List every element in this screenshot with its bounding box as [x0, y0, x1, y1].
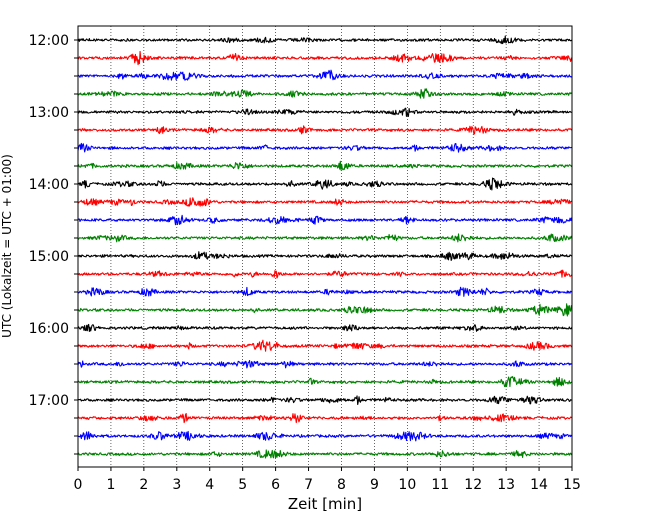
trace-1215: [77, 50, 573, 66]
plot-frame: [77, 25, 573, 468]
trace-1600: [77, 323, 573, 332]
trace-1315: [77, 125, 573, 135]
trace-1300: [77, 107, 573, 117]
y-tick-label: 17:00: [29, 393, 69, 409]
y-tick-label: 12:00: [29, 33, 69, 49]
x-tick-label: 1: [106, 477, 115, 493]
x-tick-label: 14: [530, 477, 548, 493]
x-tick-label: 3: [172, 477, 181, 493]
trace-1415: [77, 197, 573, 207]
trace-1515: [77, 269, 573, 279]
x-tick-label: 8: [337, 477, 346, 493]
y-tick-label: 15:00: [29, 249, 69, 265]
x-tick-label: 7: [304, 477, 313, 493]
trace-1430: [77, 214, 573, 226]
x-axis-ticks: 0 1 2 3 4 5 6 7 8 9 10 11 12 13 14 15: [74, 467, 581, 493]
x-tick-label: 4: [205, 477, 214, 493]
trace-1245: [77, 88, 573, 99]
x-tick-label: 0: [74, 477, 83, 493]
x-tick-label: 2: [139, 477, 148, 493]
seismic-traces: [77, 35, 573, 459]
trace-1330: [77, 142, 573, 153]
trace-1730: [77, 430, 573, 442]
y-tick-label: 14:00: [29, 177, 69, 193]
x-tick-label: 6: [271, 477, 280, 493]
x-tick-label: 11: [431, 477, 449, 493]
y-tick-label: 13:00: [29, 105, 69, 121]
trace-1445: [77, 233, 573, 243]
trace-1500: [77, 251, 573, 261]
y-axis-title: UTC (Lokalzeit = UTC + 01:00): [0, 154, 14, 338]
x-tick-label: 9: [370, 477, 379, 493]
trace-1230: [77, 69, 573, 81]
x-tick-label: 15: [563, 477, 581, 493]
trace-1645: [77, 376, 573, 388]
plot-area-background: [78, 26, 572, 467]
x-tick-label: 10: [398, 477, 416, 493]
trace-1200: [77, 35, 573, 45]
x-tick-label: 12: [464, 477, 482, 493]
trace-1345: [77, 160, 573, 171]
y-axis-ticks: 12:00 13:00 14:00 15:00 16:00 17:00: [29, 33, 78, 455]
trace-1615: [77, 339, 573, 352]
trace-1630: [77, 359, 572, 369]
trace-1700: [77, 395, 573, 406]
x-axis-title: Zeit [min]: [288, 495, 362, 513]
trace-1745: [77, 449, 573, 459]
trace-1530: [77, 286, 573, 297]
x-tick-label: 5: [238, 477, 247, 493]
trace-1400: [77, 177, 573, 191]
x-tick-label: 13: [497, 477, 515, 493]
trace-1545: [77, 303, 573, 317]
y-tick-label: 16:00: [29, 321, 69, 337]
trace-1715: [77, 412, 573, 424]
